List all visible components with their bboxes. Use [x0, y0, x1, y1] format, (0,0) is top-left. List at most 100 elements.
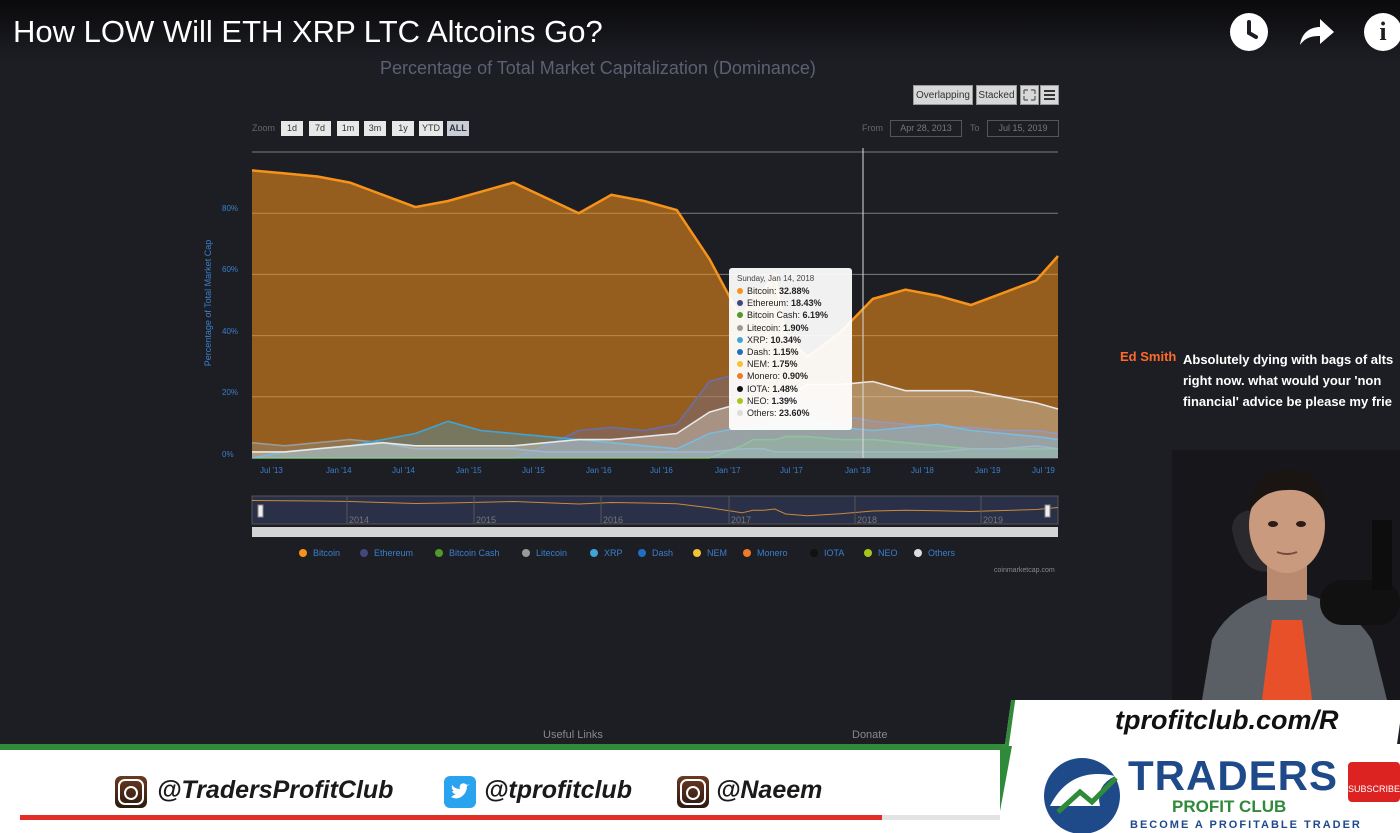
legend-label: NEO — [878, 548, 898, 558]
legend-item-monero[interactable]: Monero — [743, 548, 788, 558]
legend-item-iota[interactable]: IOTA — [810, 548, 844, 558]
tooltip-series-name: NEO: — [747, 395, 772, 406]
tooltip-series-name: Monero: — [747, 371, 783, 382]
zoom-1m-button[interactable]: 1m — [337, 121, 359, 136]
series-area-xrp — [252, 402, 1058, 458]
useful-links-heading: Useful Links — [543, 729, 603, 741]
series-color-dot — [737, 300, 743, 307]
series-area-ethereum — [252, 372, 1058, 458]
legend-dot — [435, 549, 443, 557]
stacked-button[interactable]: Stacked — [976, 85, 1017, 105]
tooltip-row: Monero: 0.90% — [737, 370, 844, 382]
navigator-handle-left — [257, 504, 264, 518]
legend-label: NEM — [707, 548, 727, 558]
series-line-xrp — [251, 401, 1059, 459]
zoom-label: Zoom — [252, 123, 276, 133]
tooltip-series-name: Others: — [747, 408, 780, 419]
tooltip-series-value: 32.88% — [779, 286, 810, 296]
legend-item-bitcoin[interactable]: Bitcoin — [299, 548, 340, 558]
navigator-window — [251, 495, 1059, 525]
legend-label: Others — [928, 548, 956, 558]
x-tick-label: Jul '19 — [1032, 466, 1055, 475]
legend-item-ethereum[interactable]: Ethereum — [360, 548, 413, 558]
navigator-year-label: 2015 — [476, 515, 497, 525]
tooltip-row: Bitcoin Cash: 6.19% — [737, 309, 844, 321]
zoom-all-button[interactable]: ALL — [447, 121, 469, 136]
legend-dot — [522, 549, 530, 557]
legend-label: XRP — [604, 548, 623, 558]
legend-item-xrp[interactable]: XRP — [590, 548, 623, 558]
legend-item-nem[interactable]: NEM — [693, 548, 727, 558]
legend-label: Bitcoin — [313, 548, 341, 558]
tooltip-row: Others: 23.60% — [737, 407, 844, 419]
tooltip-date: Sunday, Jan 14, 2018 — [737, 274, 815, 283]
legend-dot — [810, 549, 818, 557]
x-tick-label: Jul '14 — [392, 466, 415, 475]
series-area-bitcoin — [252, 170, 1058, 458]
x-tick-label: Jan '17 — [715, 466, 741, 475]
legend-item-dash[interactable]: Dash — [638, 548, 673, 558]
tooltip-row: Dash: 1.15% — [737, 346, 844, 358]
legend-item-others[interactable]: Others — [914, 548, 955, 558]
share-icon[interactable] — [1296, 13, 1334, 51]
legend-dot — [693, 549, 701, 557]
instagram-handle-naeem: @Naeem — [716, 776, 823, 804]
tooltip-series-value: 1.90% — [783, 322, 809, 333]
series-color-dot — [737, 312, 743, 319]
tooltip-series-name: Ethereum: — [747, 298, 792, 309]
dominance-chart[interactable] — [0, 0, 1400, 600]
x-tick-label: Jan '16 — [586, 466, 612, 475]
tooltip-row: Bitcoin: 32.88% — [737, 285, 844, 297]
legend-dot — [299, 549, 307, 557]
x-tick-label: Jul '17 — [780, 466, 803, 475]
tooltip-series-value: 10.34% — [770, 334, 802, 345]
tooltip-row: NEM: 1.75% — [737, 358, 844, 370]
to-date-input[interactable]: Jul 15, 2019 — [987, 120, 1059, 137]
zoom-ytd-button[interactable]: YTD — [419, 121, 443, 136]
chat-username: Ed Smith — [1120, 349, 1177, 364]
navigator-year-label: 2019 — [983, 515, 1004, 525]
from-date-input[interactable]: Apr 28, 2013 — [890, 120, 962, 137]
x-tick-label: Jan '14 — [326, 466, 352, 475]
x-tick-label: Jul '16 — [650, 466, 673, 475]
x-tick-label: Jul '13 — [260, 466, 283, 475]
series-color-dot — [737, 336, 743, 343]
webcam-feed — [1172, 450, 1400, 700]
from-label: From — [862, 123, 883, 133]
menu-icon[interactable] — [1040, 85, 1059, 105]
chart-credit[interactable]: coinmarketcap.com — [994, 567, 1055, 574]
tooltip-row: XRP: 10.34% — [737, 334, 844, 346]
video-title[interactable]: How LOW Will ETH XRP LTC Altcoins Go? — [13, 14, 603, 49]
zoom-7d-button[interactable]: 7d — [309, 121, 331, 136]
series-color-dot — [737, 324, 743, 331]
legend-label: IOTA — [824, 548, 845, 558]
tooltip-rows: Bitcoin: 32.88% Ethereum: 18.43% Bitcoin C… — [737, 285, 844, 419]
logo-area — [984, 746, 1400, 833]
navigator-year-label: 2016 — [603, 515, 624, 525]
series-line-others — [252, 380, 1059, 453]
series-color-dot — [737, 385, 743, 392]
zoom-3m-button[interactable]: 3m — [364, 121, 386, 136]
x-tick-label: Jan '15 — [456, 466, 482, 475]
tooltip-row: Ethereum: 18.43% — [737, 297, 844, 309]
fullscreen-icon[interactable] — [1020, 85, 1039, 105]
watch-later-icon[interactable] — [1230, 13, 1268, 51]
info-icon[interactable]: i — [1364, 13, 1400, 51]
navigator-handle-right — [1044, 504, 1051, 518]
legend-item-neo[interactable]: NEO — [864, 548, 898, 558]
zoom-1y-button[interactable]: 1y — [392, 121, 414, 136]
navigator-year-label: 2018 — [857, 515, 878, 525]
legend-item-bitcoin-cash[interactable]: Bitcoin Cash — [435, 548, 500, 558]
x-tick-label: Jul '18 — [911, 466, 934, 475]
zoom-1d-button[interactable]: 1d — [281, 121, 303, 136]
chart-title: Percentage of Total Market Capitalizatio… — [380, 58, 816, 78]
tooltip-row: Litecoin: 1.90% — [737, 322, 844, 334]
instagram-handle-club: @TradersProfitClub — [157, 776, 394, 804]
y-axis-label: Percentage of Total Market Cap — [203, 239, 213, 367]
legend-item-litecoin[interactable]: Litecoin — [522, 548, 567, 558]
subscribe-button[interactable]: SUBSCRIBE — [1348, 762, 1400, 802]
overlapping-button[interactable]: Overlapping — [913, 85, 973, 105]
legend-dot — [638, 549, 646, 557]
series-color-dot — [737, 361, 743, 368]
